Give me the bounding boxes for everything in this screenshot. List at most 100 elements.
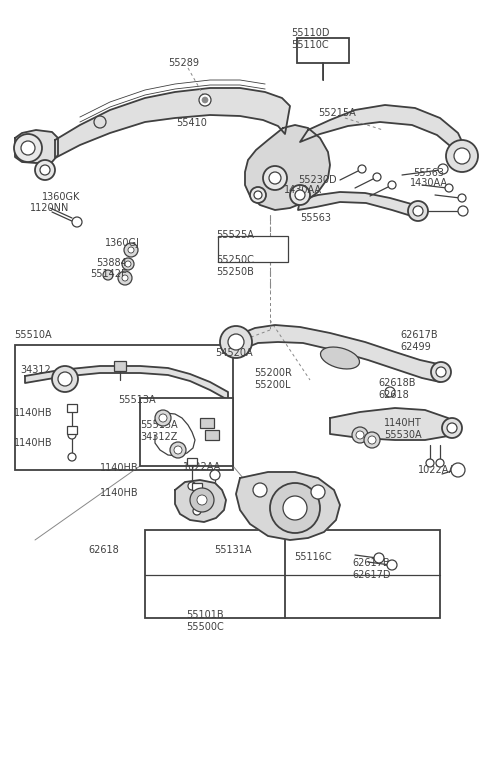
Circle shape: [52, 366, 78, 392]
Circle shape: [202, 97, 208, 103]
Circle shape: [269, 172, 281, 184]
Text: 55230D: 55230D: [298, 175, 336, 185]
Text: 1140HT
55530A: 1140HT 55530A: [384, 418, 422, 440]
Text: 55513A
34312Z: 55513A 34312Z: [140, 420, 178, 442]
Polygon shape: [15, 130, 58, 163]
Circle shape: [364, 432, 380, 448]
Circle shape: [388, 181, 396, 189]
Polygon shape: [238, 325, 440, 382]
Circle shape: [426, 459, 434, 467]
Text: 55250C
55250B: 55250C 55250B: [216, 255, 254, 277]
Circle shape: [190, 488, 214, 512]
Text: 1140HB: 1140HB: [14, 438, 53, 448]
Text: 62617B
62499: 62617B 62499: [400, 330, 438, 353]
Polygon shape: [236, 472, 340, 540]
Text: 55563: 55563: [413, 168, 444, 178]
Circle shape: [250, 187, 266, 203]
Circle shape: [193, 507, 201, 515]
Bar: [192, 483, 202, 490]
Text: 1140HB: 1140HB: [100, 463, 139, 473]
Text: 55110D
55110C: 55110D 55110C: [291, 28, 329, 50]
Polygon shape: [175, 480, 226, 522]
Text: 1140HB: 1140HB: [100, 488, 139, 498]
Text: 55563: 55563: [300, 213, 331, 223]
Circle shape: [118, 271, 132, 285]
Text: 1360GJ: 1360GJ: [105, 238, 140, 248]
Polygon shape: [25, 366, 228, 400]
Circle shape: [228, 334, 244, 350]
Circle shape: [438, 164, 448, 174]
Circle shape: [254, 191, 262, 199]
Circle shape: [358, 165, 366, 173]
Circle shape: [442, 418, 462, 438]
Bar: [297, 38, 349, 63]
Text: 55116C: 55116C: [294, 552, 332, 562]
Circle shape: [311, 485, 325, 499]
Text: 53884: 53884: [96, 258, 127, 268]
Text: 62617B
62617D: 62617B 62617D: [352, 558, 391, 581]
Circle shape: [174, 446, 182, 454]
Circle shape: [122, 275, 128, 281]
Circle shape: [58, 372, 72, 386]
Ellipse shape: [321, 347, 360, 369]
Text: 55142E: 55142E: [90, 269, 127, 279]
Bar: [67, 404, 77, 412]
Circle shape: [385, 387, 395, 397]
Polygon shape: [330, 408, 455, 440]
Text: 54520A: 54520A: [215, 348, 252, 358]
Text: 55101B
55500C: 55101B 55500C: [186, 610, 224, 632]
Text: 55215A: 55215A: [318, 108, 356, 118]
Text: 1430AA: 1430AA: [410, 178, 448, 188]
Text: 62618: 62618: [88, 545, 119, 555]
Circle shape: [124, 243, 138, 257]
Circle shape: [458, 194, 466, 202]
Text: 62618B
62618: 62618B 62618: [378, 378, 416, 401]
Circle shape: [68, 453, 76, 461]
Circle shape: [458, 206, 468, 216]
Circle shape: [356, 431, 364, 439]
Text: 1120NN: 1120NN: [30, 203, 70, 213]
Bar: [67, 426, 77, 434]
Text: 1022AA: 1022AA: [183, 462, 221, 472]
Bar: [15, 345, 233, 470]
Circle shape: [128, 247, 134, 253]
Circle shape: [436, 367, 446, 377]
Circle shape: [445, 184, 453, 192]
Circle shape: [188, 482, 196, 490]
Circle shape: [197, 495, 207, 505]
Bar: [218, 236, 288, 262]
Circle shape: [94, 116, 106, 128]
Circle shape: [446, 140, 478, 172]
Polygon shape: [245, 125, 330, 210]
Circle shape: [295, 190, 305, 200]
Text: 55513A: 55513A: [118, 395, 156, 405]
Text: 1140HB: 1140HB: [14, 408, 53, 418]
Text: 55510A: 55510A: [14, 330, 52, 340]
Circle shape: [220, 326, 252, 358]
Text: 55131A: 55131A: [214, 545, 252, 555]
Circle shape: [263, 166, 287, 190]
Circle shape: [436, 459, 444, 467]
Text: 34312: 34312: [20, 365, 51, 375]
Polygon shape: [298, 192, 418, 218]
Bar: [187, 458, 197, 465]
Circle shape: [21, 141, 35, 155]
Bar: [114, 361, 126, 371]
Circle shape: [170, 442, 186, 458]
Bar: [145, 530, 440, 618]
Text: 1360GK: 1360GK: [42, 192, 80, 202]
Circle shape: [290, 185, 310, 205]
Polygon shape: [55, 88, 290, 158]
Text: 1022AA: 1022AA: [418, 465, 456, 475]
Circle shape: [368, 436, 376, 444]
Circle shape: [447, 423, 457, 433]
Circle shape: [35, 160, 55, 180]
Bar: [205, 430, 219, 440]
Circle shape: [159, 414, 167, 422]
Circle shape: [72, 217, 82, 227]
Circle shape: [125, 261, 131, 267]
Circle shape: [199, 94, 211, 106]
Circle shape: [413, 206, 423, 216]
Circle shape: [352, 427, 368, 443]
Circle shape: [14, 134, 42, 162]
